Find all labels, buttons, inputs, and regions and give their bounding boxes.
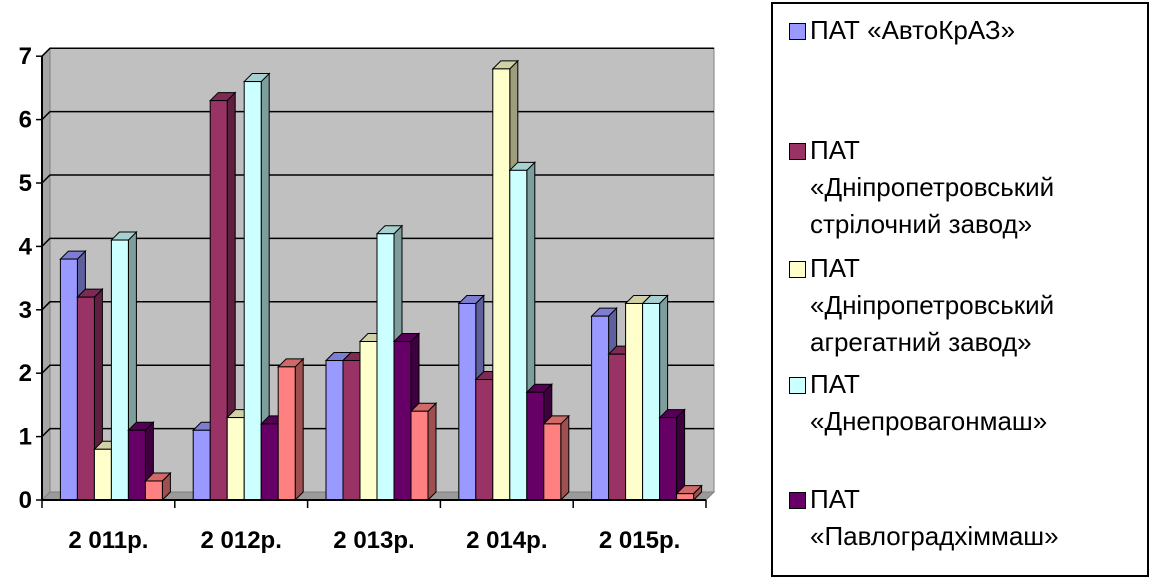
bar: [658, 408, 686, 502]
legend-label-avtokraz: ПАТ «АвтоКрАЗ»: [810, 15, 1016, 45]
y-tick-label: 3: [19, 297, 32, 324]
legend-label-ahrehatnyi: ПАТ «Дніпропетровський агрегатний завод»: [810, 253, 1055, 357]
y-tick-label: 1: [19, 424, 32, 451]
x-tick-label: 2 014р.: [466, 527, 547, 554]
legend-item-dneprovagonmash: ПАТ «Днепровагонмаш»: [789, 366, 1140, 440]
x-tick-label: 2 013р.: [333, 527, 414, 554]
bar: [208, 91, 237, 502]
x-tick-label: 2 012р.: [201, 527, 282, 554]
gridline: [41, 47, 714, 57]
legend-label-strilochnyi: ПАТ «Дніпропетровський стрілочний завод»: [810, 135, 1055, 239]
bar: [542, 414, 571, 502]
bar-chart: 0 1 2 3 4 5 6 7 2 011р. 2 012р. 2 013р. 2 014р. 2 01…: [19, 43, 716, 554]
legend-label-pavlohradkhimmash: ПАТ «Павлоградхіммаш»: [810, 484, 1059, 551]
legend-swatch-strilochnyi: [789, 143, 806, 160]
y-tick-label: 5: [19, 170, 32, 197]
x-tick-label: 2 011р.: [68, 527, 148, 554]
y-tick-label: 2: [19, 360, 32, 387]
y-tick-label: 6: [19, 107, 32, 134]
x-tick-label: 2 015р.: [599, 527, 680, 554]
y-tick-label: 0: [19, 487, 32, 514]
legend-swatch-pavlohradkhimmash: [789, 492, 806, 509]
bar: [144, 471, 172, 502]
y-tick-label: 4: [19, 233, 33, 260]
bar: [76, 287, 104, 502]
legend-label-dneprovagonmash: ПАТ «Днепровагонмаш»: [810, 369, 1048, 436]
legend-item-strilochnyi: ПАТ «Дніпропетровський стрілочний завод»: [789, 132, 1140, 243]
legend-swatch-dneprovagonmash: [789, 377, 806, 394]
bar: [242, 72, 271, 502]
legend-swatch-avtokraz: [789, 23, 806, 40]
legend-swatch-ahrehatnyi: [789, 261, 806, 278]
legend-item-avtokraz: ПАТ «АвтоКрАЗ»: [789, 12, 1140, 49]
legend-item-pavlohradkhimmash: ПАТ «Павлоградхіммаш»: [789, 481, 1140, 555]
bar: [276, 357, 305, 502]
chart-legend: ПАТ «АвтоКрАЗ» ПАТ «Дніпропетровський ст…: [771, 2, 1149, 577]
y-tick-label: 7: [19, 43, 32, 70]
bar: [409, 402, 438, 502]
legend-item-ahrehatnyi: ПАТ «Дніпропетровський агрегатний завод»: [789, 250, 1140, 361]
bar: [675, 484, 703, 502]
